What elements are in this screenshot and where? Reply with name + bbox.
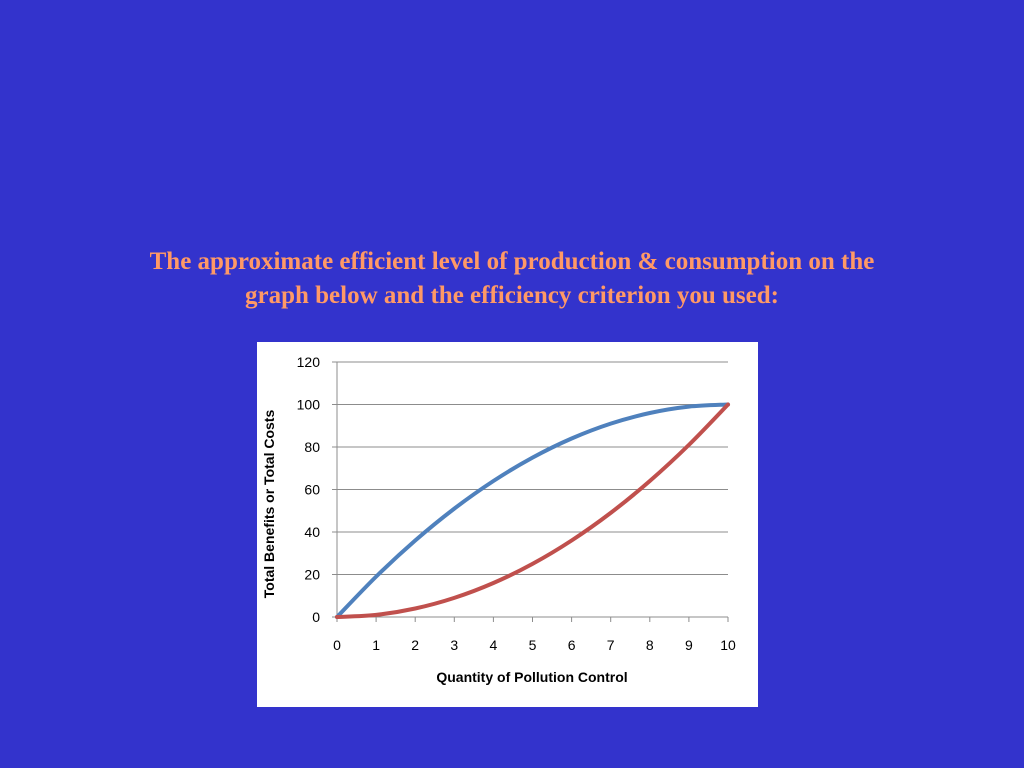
y-tick-label-100: 100	[297, 397, 321, 413]
x-axis-title: Quantity of Pollution Control	[436, 669, 627, 685]
x-tick-label-8: 8	[646, 637, 654, 653]
x-tick-label-3: 3	[450, 637, 458, 653]
x-tick-label-0: 0	[333, 637, 341, 653]
x-tick-label-4: 4	[490, 637, 498, 653]
y-tick-label-20: 20	[304, 567, 320, 583]
x-tick-label-2: 2	[411, 637, 419, 653]
x-tick-label-1: 1	[372, 637, 380, 653]
slide-title-line-1: The approximate efficient level of produ…	[149, 248, 875, 275]
y-tick-label-80: 80	[304, 439, 320, 455]
x-tick-label-6: 6	[568, 637, 576, 653]
y-tick-label-60: 60	[304, 482, 320, 498]
series-line-costs	[335, 402, 730, 619]
series-lines	[335, 402, 730, 619]
y-tick-label-40: 40	[304, 524, 320, 540]
y-tick-label-120: 120	[297, 354, 321, 370]
gridlines	[337, 361, 728, 575]
x-tick-label-9: 9	[685, 637, 693, 653]
series-line-benefits	[335, 402, 730, 619]
slide-title-line-2: graph below and the efficiency criterion…	[245, 282, 779, 309]
slide-title: The approximate efficient level of produ…	[60, 245, 964, 313]
y-axis-title: Total Benefits or Total Costs	[261, 410, 277, 599]
line-chart: 0 20 40 60 80 100 120 0 1 2 3 4 5 6 7 8 9 10 Quantity of…	[261, 354, 736, 685]
x-tick-label-5: 5	[529, 637, 537, 653]
chart-panel: 0 20 40 60 80 100 120 0 1 2 3 4 5 6 7 8 9 10 Quantity of…	[257, 342, 758, 707]
x-tick-label-7: 7	[607, 637, 615, 653]
x-tick-label-10: 10	[720, 637, 736, 653]
x-tick-labels: 0 1 2 3 4 5 6 7 8 9 10	[333, 637, 736, 653]
y-tick-labels: 0 20 40 60 80 100 120	[297, 354, 321, 625]
axes	[332, 361, 729, 622]
y-tick-label-0: 0	[312, 609, 320, 625]
